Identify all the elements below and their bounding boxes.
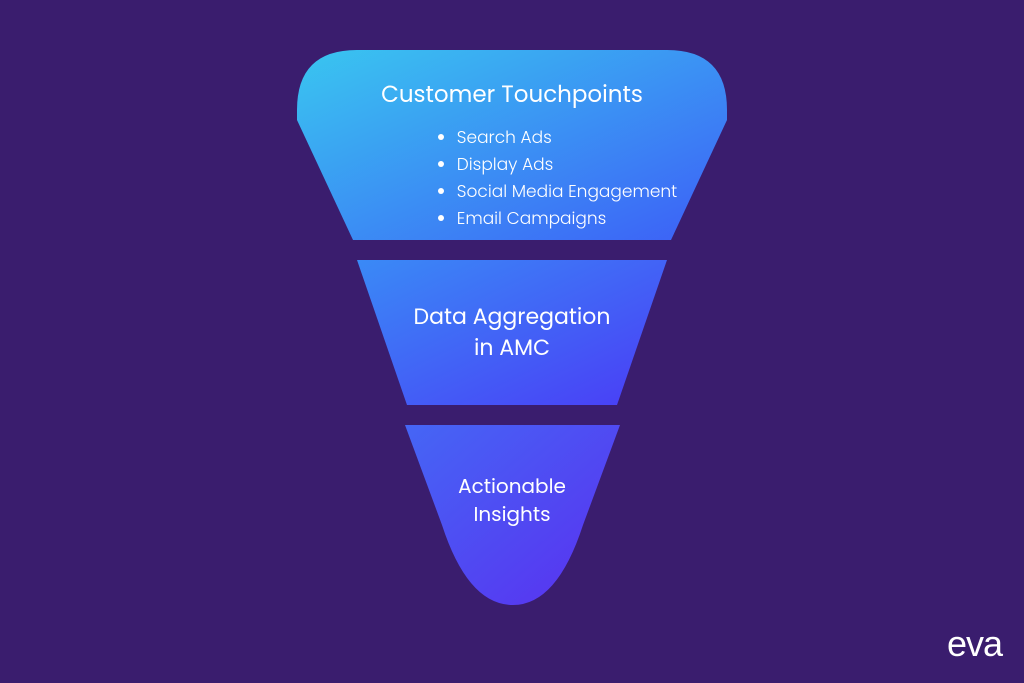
stage-2-line1: Data Aggregation: [414, 302, 611, 333]
stage-1-list: Search Ads Display Ads Social Media Enga…: [347, 124, 677, 233]
stage-2-line2: in AMC: [414, 333, 611, 364]
funnel-container: Customer Touchpoints Search Ads Display …: [297, 50, 727, 605]
list-item: Search Ads: [457, 124, 677, 151]
stage-1-content: Customer Touchpoints Search Ads Display …: [347, 58, 677, 233]
stage-2-content: Data Aggregation in AMC: [414, 302, 611, 364]
list-item: Email Campaigns: [457, 205, 677, 232]
list-item: Social Media Engagement: [457, 178, 677, 205]
stage-3-line2: Insights: [458, 500, 566, 528]
funnel-stage-3: Actionable Insights: [405, 425, 620, 605]
stage-1-title: Customer Touchpoints: [347, 78, 677, 112]
list-item: Display Ads: [457, 151, 677, 178]
brand-logo: eva: [947, 623, 1002, 665]
stage-3-line1: Actionable: [458, 472, 566, 500]
funnel-stage-1: Customer Touchpoints Search Ads Display …: [297, 50, 727, 240]
stage-3-content: Actionable Insights: [458, 472, 566, 528]
funnel-stage-2: Data Aggregation in AMC: [357, 260, 667, 405]
